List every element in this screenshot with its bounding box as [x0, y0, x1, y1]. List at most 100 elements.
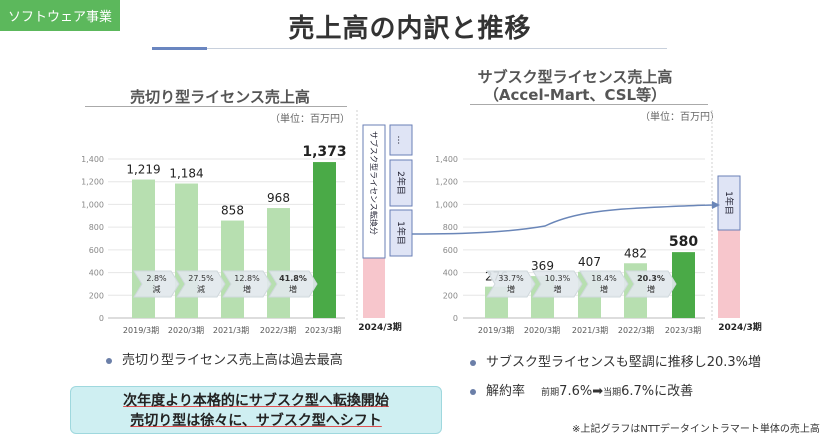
- prev-period-label: 前期: [541, 388, 560, 398]
- right-category-label: 2023/3期: [665, 326, 701, 335]
- right-forecast-year-label: 1年目: [723, 191, 735, 215]
- right-bar: [672, 252, 695, 318]
- left-ytick-label: 1,400: [81, 155, 104, 164]
- bullet-dot: [106, 357, 112, 364]
- left-bar-value-label: 858: [221, 204, 244, 218]
- left-bar: [267, 208, 290, 318]
- left-forecast-year-box: [389, 159, 413, 207]
- page-title: 売上高の内訳と推移: [288, 14, 532, 44]
- right-growth-direction: 増: [600, 284, 608, 294]
- left-bar-value-label: 1,184: [169, 167, 203, 181]
- right-unit-label: （単位：百万円）: [640, 112, 720, 123]
- left-title-underline: [85, 106, 347, 107]
- right-growth-direction: 増: [554, 284, 562, 294]
- right-growth-pct: 18.4%: [591, 274, 617, 283]
- left-category-label: 2019/3期: [123, 326, 159, 335]
- left-growth-direction: 減: [197, 284, 205, 294]
- title-rule: [207, 48, 667, 49]
- right-bar-value-label: 482: [624, 246, 647, 260]
- right-bar-value-label: 369: [531, 259, 554, 273]
- left-category-label: 2021/3期: [213, 326, 249, 335]
- left-growth-direction: 減: [153, 284, 161, 294]
- right-forecast-category-label: 2024/3期: [718, 321, 762, 333]
- bullet-right-1: サブスク型ライセンスも堅調に推移し20.3%増: [470, 351, 761, 370]
- shift-connector-curve: [411, 204, 717, 235]
- right-chart-subtitle: （Accel-Mart、CSL等）: [483, 86, 667, 104]
- left-forecast-year-label: 2年目: [395, 171, 407, 195]
- left-bar-value-label: 968: [267, 191, 290, 205]
- left-bar-value-label: 1,219: [126, 163, 160, 177]
- bullet-left: 売切り型ライセンス売上高は過去最高: [106, 349, 343, 368]
- right-growth-pct: 10.3%: [545, 274, 571, 283]
- left-forecast-base: [363, 258, 385, 318]
- left-forecast-conversion-box: [362, 124, 386, 259]
- left-growth-arrow: [268, 270, 318, 298]
- left-ytick-label: 1,000: [81, 200, 104, 209]
- right-growth-direction: 増: [647, 284, 655, 294]
- right-growth-direction: 増: [507, 284, 515, 294]
- right-ytick-label: 0: [453, 314, 458, 323]
- right-ytick-label: 1,200: [435, 178, 458, 187]
- right-ytick-label: 1,400: [435, 155, 458, 164]
- right-ytick-label: 400: [443, 269, 458, 278]
- left-bar-value-label: 1,373: [302, 144, 346, 160]
- right-chart-title: サブスク型ライセンス売上高: [477, 68, 673, 86]
- left-unit-label: （単位：百万円）: [270, 114, 350, 125]
- right-growth-arrow: [579, 270, 629, 298]
- left-category-label: 2020/3期: [168, 326, 204, 335]
- prev-churn-value: 7.6%: [559, 384, 593, 399]
- right-growth-pct: 33.7%: [498, 274, 524, 283]
- right-title-underline: [470, 104, 708, 105]
- left-forecast-year-box: [389, 209, 413, 257]
- left-growth-arrow: [176, 270, 226, 298]
- left-category-label: 2023/3期: [305, 326, 341, 335]
- left-ytick-label: 200: [89, 291, 104, 300]
- bullet-right-2: 解約率 前期7.6%➡当期6.7%に改善: [470, 380, 693, 399]
- left-growth-pct: 2.8%: [146, 274, 167, 283]
- left-growth-pct: 12.8%: [234, 274, 260, 283]
- left-bar: [313, 162, 336, 318]
- left-ytick-label: 0: [99, 314, 104, 323]
- bullet-left-text: 売切り型ライセンス売上高は過去最高: [122, 353, 343, 368]
- left-growth-direction: 増: [243, 284, 251, 294]
- left-forecast-conversion-label: サブスク型ライセンス転換分: [369, 131, 379, 235]
- left-ytick-label: 400: [89, 269, 104, 278]
- bullet-right-1-text: サブスク型ライセンスも堅調に推移し20.3%増: [486, 355, 762, 370]
- left-bar: [221, 220, 244, 318]
- arrow-right-icon: ➡: [592, 384, 604, 399]
- right-growth-arrow: [486, 270, 536, 298]
- left-ytick-label: 1,200: [81, 178, 104, 187]
- right-growth-pct: 20.3%: [637, 274, 665, 283]
- curr-churn-value: 6.7%に改善: [621, 384, 694, 399]
- left-forecast-year-label: …: [395, 136, 405, 145]
- left-growth-arrow: [133, 270, 180, 298]
- segment-tag: ソフトウェア事業: [0, 0, 120, 31]
- left-chart-title: 売切り型ライセンス売上高: [130, 88, 310, 106]
- title-accent-line: [152, 47, 207, 50]
- left-forecast-year-label: 1年目: [395, 221, 407, 245]
- right-ytick-label: 800: [443, 223, 458, 232]
- right-ytick-label: 200: [443, 291, 458, 300]
- right-category-label: 2021/3期: [572, 326, 608, 335]
- right-ytick-label: 1,000: [435, 200, 458, 209]
- callout-line-1: 次年度より本格的にサブスク型へ転換開始: [123, 393, 389, 409]
- shift-connector-arrowhead: [712, 201, 720, 209]
- curr-period-label: 当期: [603, 388, 622, 398]
- left-growth-arrow: [222, 270, 272, 298]
- right-category-label: 2019/3期: [478, 326, 514, 335]
- left-bar: [175, 183, 198, 318]
- left-category-label: 2022/3期: [260, 326, 296, 335]
- bullet-dot: [470, 388, 476, 395]
- right-category-label: 2020/3期: [524, 326, 560, 335]
- callout-line-2: 売切り型は徐々に、サブスク型へシフト: [130, 413, 382, 429]
- churn-label: 解約率: [486, 384, 526, 399]
- right-growth-arrow: [532, 270, 583, 298]
- left-growth-pct: 27.5%: [188, 274, 214, 283]
- bullet-dot: [470, 359, 476, 366]
- right-bar-value-label: 407: [578, 255, 601, 269]
- left-growth-pct: 41.8%: [279, 274, 307, 283]
- right-bar-value-label: 580: [669, 234, 698, 250]
- right-forecast-year-box: [717, 175, 741, 231]
- left-ytick-label: 600: [89, 246, 104, 255]
